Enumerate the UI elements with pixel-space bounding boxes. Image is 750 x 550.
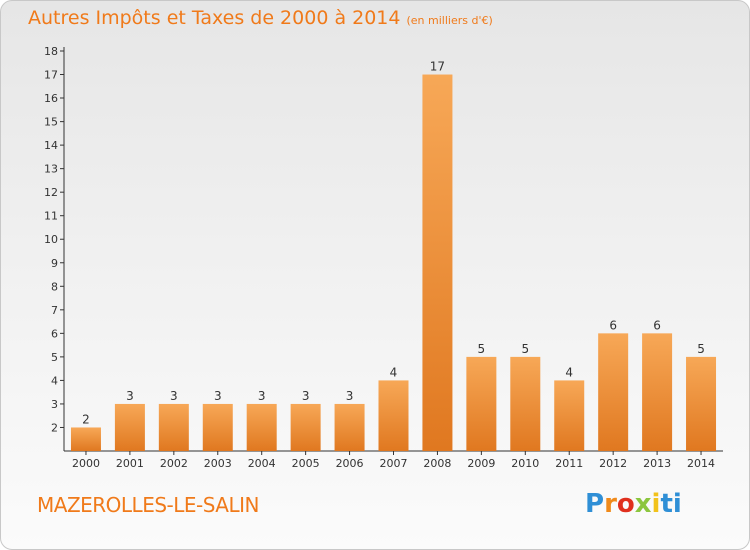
- y-tick-label: 15: [44, 116, 58, 129]
- bar: [114, 403, 145, 451]
- bar: [158, 403, 189, 451]
- x-tick-label: 2003: [204, 457, 232, 470]
- bar: [642, 333, 673, 451]
- logo-letter: i: [651, 489, 661, 519]
- y-tick-label: 7: [51, 304, 58, 317]
- x-tick-label: 2007: [380, 457, 408, 470]
- bar: [422, 74, 453, 451]
- y-tick-label: 12: [44, 186, 58, 199]
- bar-value-label: 6: [609, 318, 617, 332]
- bar-value-label: 6: [653, 318, 661, 332]
- y-tick-label: 10: [44, 233, 58, 246]
- bar-value-label: 3: [126, 389, 134, 403]
- x-tick-label: 2009: [467, 457, 495, 470]
- bar-value-label: 5: [697, 342, 705, 356]
- x-tick-label: 2010: [511, 457, 539, 470]
- bar: [202, 403, 233, 451]
- y-tick-label: 17: [44, 69, 58, 82]
- x-tick-label: 2001: [116, 457, 144, 470]
- logo-letter: r: [604, 489, 617, 519]
- x-tick-label: 2000: [72, 457, 100, 470]
- bar-value-label: 3: [302, 389, 310, 403]
- y-tick-label: 2: [51, 421, 58, 434]
- bar: [246, 403, 277, 451]
- bar-value-label: 5: [478, 342, 486, 356]
- logo-letter: P: [585, 489, 605, 519]
- x-tick-label: 2005: [292, 457, 320, 470]
- bar: [466, 356, 497, 451]
- x-tick-label: 2011: [555, 457, 583, 470]
- x-tick-label: 2014: [687, 457, 715, 470]
- bar-value-label: 4: [390, 365, 398, 379]
- bar-value-label: 3: [258, 389, 266, 403]
- logo-letter: x: [634, 489, 652, 519]
- bar: [554, 380, 585, 451]
- bar-value-label: 2: [82, 412, 90, 426]
- y-tick-label: 9: [51, 257, 58, 270]
- x-tick-label: 2006: [336, 457, 364, 470]
- y-tick-label: 6: [51, 327, 58, 340]
- y-tick-label: 16: [44, 92, 58, 105]
- bar: [378, 380, 409, 451]
- bar-value-label: 17: [430, 60, 445, 74]
- proxiti-logo: Proxiti: [585, 489, 682, 519]
- y-tick-label: 13: [44, 163, 58, 176]
- x-tick-label: 2002: [160, 457, 188, 470]
- logo-letter: o: [616, 489, 635, 519]
- bar-value-label: 4: [565, 365, 573, 379]
- y-tick-label: 5: [51, 351, 58, 364]
- commune-name: MAZEROLLES-LE-SALIN: [37, 493, 260, 517]
- bar: [510, 356, 541, 451]
- x-tick-label: 2013: [643, 457, 671, 470]
- x-tick-label: 2004: [248, 457, 276, 470]
- bar: [290, 403, 321, 451]
- y-tick-label: 11: [44, 210, 58, 223]
- y-tick-label: 4: [51, 374, 58, 387]
- chart-subtitle: (en milliers d'€): [406, 14, 493, 27]
- y-tick-label: 18: [44, 45, 58, 58]
- logo-letter: i: [672, 489, 682, 519]
- x-tick-label: 2012: [599, 457, 627, 470]
- bar: [598, 333, 629, 451]
- bar-value-label: 3: [170, 389, 178, 403]
- logo-letter: t: [660, 489, 673, 519]
- bar-value-label: 5: [521, 342, 529, 356]
- y-tick-label: 8: [51, 280, 58, 293]
- plot-area: 2 3 4 5 6 7 8 9 10 11 12 13 14 15 16 17 18 2 2000 3 2001 3 200…: [44, 45, 723, 470]
- bar-value-label: 3: [346, 389, 354, 403]
- chart-title: Autres Impôts et Taxes de 2000 à 2014 (en…: [28, 7, 493, 29]
- bar: [70, 427, 101, 451]
- bar-value-label: 3: [214, 389, 222, 403]
- bar: [686, 356, 717, 451]
- x-tick-label: 2008: [423, 457, 451, 470]
- bar: [334, 403, 365, 451]
- y-tick-label: 14: [44, 139, 58, 152]
- chart-title-text: Autres Impôts et Taxes de 2000 à 2014: [28, 7, 401, 29]
- y-tick-label: 3: [51, 398, 58, 411]
